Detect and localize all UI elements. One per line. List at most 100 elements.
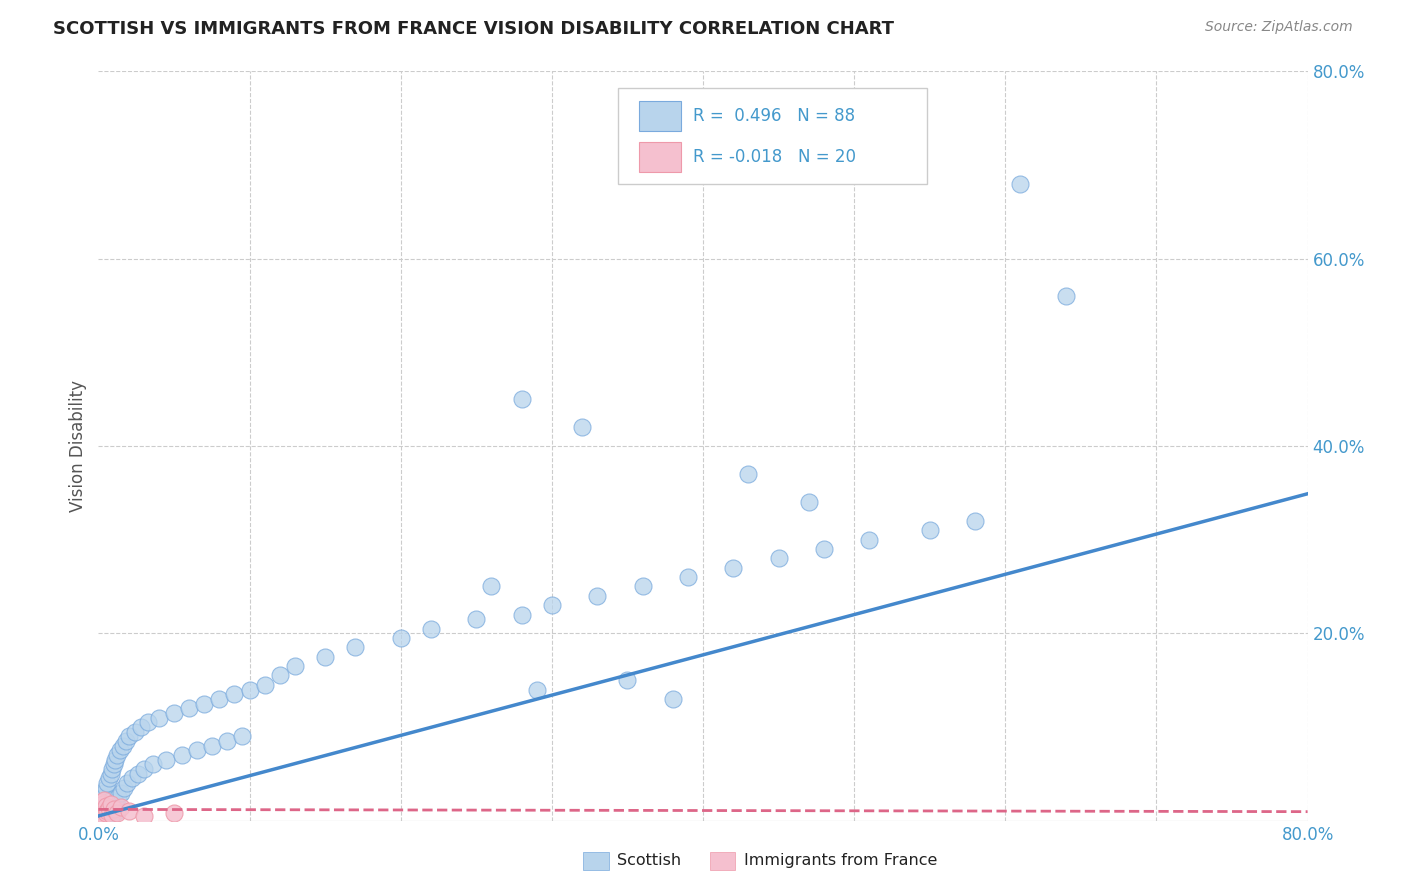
Point (510, 607, 533, 622)
Point (231, 730, 253, 744)
Point (586, 589, 609, 603)
Point (89, 802, 111, 816)
Point (163, 706, 186, 720)
FancyBboxPatch shape (619, 87, 927, 184)
Point (98, 772, 121, 786)
Point (93, 802, 115, 816)
Point (90, 805, 112, 819)
Point (94, 798, 117, 813)
Point (107, 790, 129, 805)
Point (96, 776, 118, 790)
Point (208, 692, 231, 706)
Point (93, 790, 115, 805)
Point (253, 678, 276, 692)
Point (91, 795, 114, 809)
Point (91, 797, 114, 811)
Point (215, 734, 238, 748)
Point (224, 687, 246, 701)
Point (965, 514, 987, 528)
Point (93, 786, 115, 800)
Point (420, 622, 443, 636)
Point (100, 793, 122, 807)
Point (100, 797, 122, 811)
Bar (638, 142, 682, 172)
Point (101, 799, 124, 814)
Point (127, 767, 149, 781)
Point (105, 805, 128, 819)
Point (631, 580, 654, 594)
Point (91, 809, 114, 823)
Text: Immigrants from France: Immigrants from France (744, 854, 938, 868)
Text: R = -0.018   N = 20: R = -0.018 N = 20 (693, 148, 856, 166)
Point (105, 747, 128, 762)
Point (89, 806, 111, 821)
Point (1054, 289, 1077, 303)
Point (91, 808, 114, 822)
Point (110, 786, 132, 800)
Point (239, 682, 262, 697)
Point (858, 533, 880, 547)
Point (118, 730, 141, 744)
Point (118, 805, 141, 819)
Point (104, 795, 127, 809)
Point (96, 805, 118, 819)
Point (616, 673, 638, 688)
Point (121, 772, 143, 786)
Point (105, 806, 128, 821)
Point (540, 599, 562, 613)
Point (284, 659, 307, 673)
Point (111, 739, 134, 753)
Point (170, 747, 193, 762)
Point (93, 810, 115, 824)
Point (129, 720, 152, 734)
Point (142, 757, 165, 772)
Point (89, 809, 111, 823)
Text: SCOTTISH VS IMMIGRANTS FROM FRANCE VISION DISABILITY CORRELATION CHART: SCOTTISH VS IMMIGRANTS FROM FRANCE VISIO… (53, 20, 894, 37)
Point (98, 797, 121, 811)
Point (526, 682, 548, 697)
Point (510, 392, 533, 407)
Point (136, 715, 159, 730)
Point (269, 668, 291, 682)
Point (103, 757, 125, 772)
Point (723, 561, 745, 575)
Point (813, 542, 835, 557)
Point (100, 767, 122, 781)
Point (1010, 177, 1032, 191)
Point (104, 753, 127, 767)
Point (110, 799, 132, 814)
Point (112, 780, 135, 795)
Point (124, 724, 146, 739)
Point (94, 806, 117, 821)
Point (89, 799, 111, 814)
Text: Source: ZipAtlas.com: Source: ZipAtlas.com (1205, 20, 1353, 34)
Point (90, 811, 112, 825)
Point (201, 739, 224, 753)
Point (661, 692, 683, 706)
Point (96, 802, 118, 816)
Point (132, 762, 155, 776)
Point (90, 797, 112, 811)
Point (737, 467, 759, 482)
Point (148, 710, 170, 724)
Point (314, 649, 336, 664)
Point (90, 795, 112, 809)
Point (94, 812, 117, 826)
Point (163, 806, 186, 821)
Point (155, 753, 177, 767)
Point (103, 806, 125, 821)
Point (193, 697, 215, 711)
Text: R =  0.496   N = 88: R = 0.496 N = 88 (693, 107, 855, 126)
Point (94, 806, 117, 821)
Bar (638, 102, 682, 131)
Point (91, 799, 114, 814)
Point (91, 805, 114, 819)
Point (132, 809, 155, 823)
Point (101, 808, 124, 822)
Text: Scottish: Scottish (617, 854, 682, 868)
Point (94, 780, 117, 795)
Point (481, 580, 503, 594)
Point (93, 793, 115, 807)
Point (186, 743, 208, 757)
Point (768, 551, 790, 566)
